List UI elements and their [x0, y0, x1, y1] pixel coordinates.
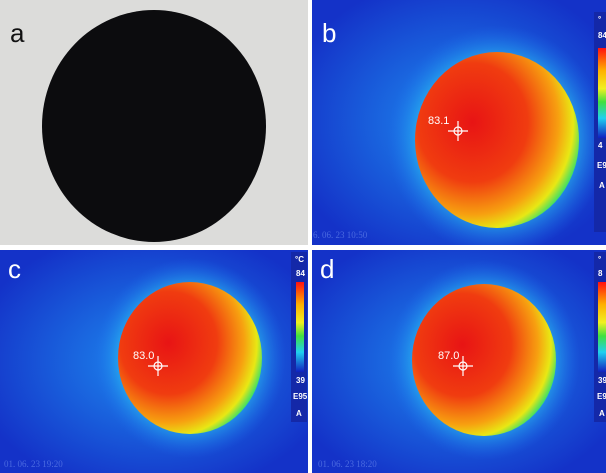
- panel-label: b: [322, 18, 336, 48]
- scale-max: 84: [598, 31, 606, 40]
- timestamp: 01. 06. 23 19:20: [4, 459, 63, 469]
- temperature-reading: 87.0: [438, 350, 459, 362]
- scale-unit: °: [598, 15, 601, 24]
- heat-spot: [415, 52, 579, 228]
- scale-unit: °C: [295, 255, 304, 264]
- emissivity: E95: [293, 392, 308, 401]
- scale-min: 39: [296, 376, 305, 385]
- panel-label: d: [320, 254, 334, 284]
- scale-max: 8: [598, 269, 603, 278]
- timestamp: 6. 06. 23 10:50: [313, 230, 368, 240]
- timestamp: 01. 06. 23 18:20: [318, 459, 377, 469]
- color-bar: [598, 282, 606, 372]
- panel-label: c: [8, 254, 21, 284]
- emissivity: E9: [597, 392, 606, 401]
- figure: a 83.1 ° 84 4 E9 A 6. 06. 23 10:50 b 83.…: [0, 0, 606, 473]
- mode: A: [599, 181, 605, 190]
- temperature-reading: 83.0: [133, 350, 154, 362]
- scale-max: 84: [296, 269, 305, 278]
- emissivity: E9: [597, 161, 606, 170]
- scale-min: 4: [598, 141, 603, 150]
- scale-unit: °: [598, 255, 601, 264]
- color-bar: [296, 282, 304, 372]
- panel-b: 83.1 ° 84 4 E9 A 6. 06. 23 10:50 b: [312, 0, 606, 255]
- black-disc: [42, 10, 266, 242]
- color-bar: [598, 48, 606, 138]
- panel-d: 87.0 ° 8 39 E9 A 01. 06. 23 18:20 d: [312, 250, 606, 473]
- scale-min: 39: [598, 376, 606, 385]
- mode: A: [296, 409, 302, 418]
- panel-a: a: [0, 0, 308, 245]
- heat-spot: [412, 284, 556, 436]
- temperature-reading: 83.1: [428, 115, 449, 127]
- mode: A: [599, 409, 605, 418]
- panel-c: 83.0 °C 84 39 E95 A 01. 06. 23 19:20 c: [0, 250, 308, 473]
- panel-label: a: [10, 18, 25, 48]
